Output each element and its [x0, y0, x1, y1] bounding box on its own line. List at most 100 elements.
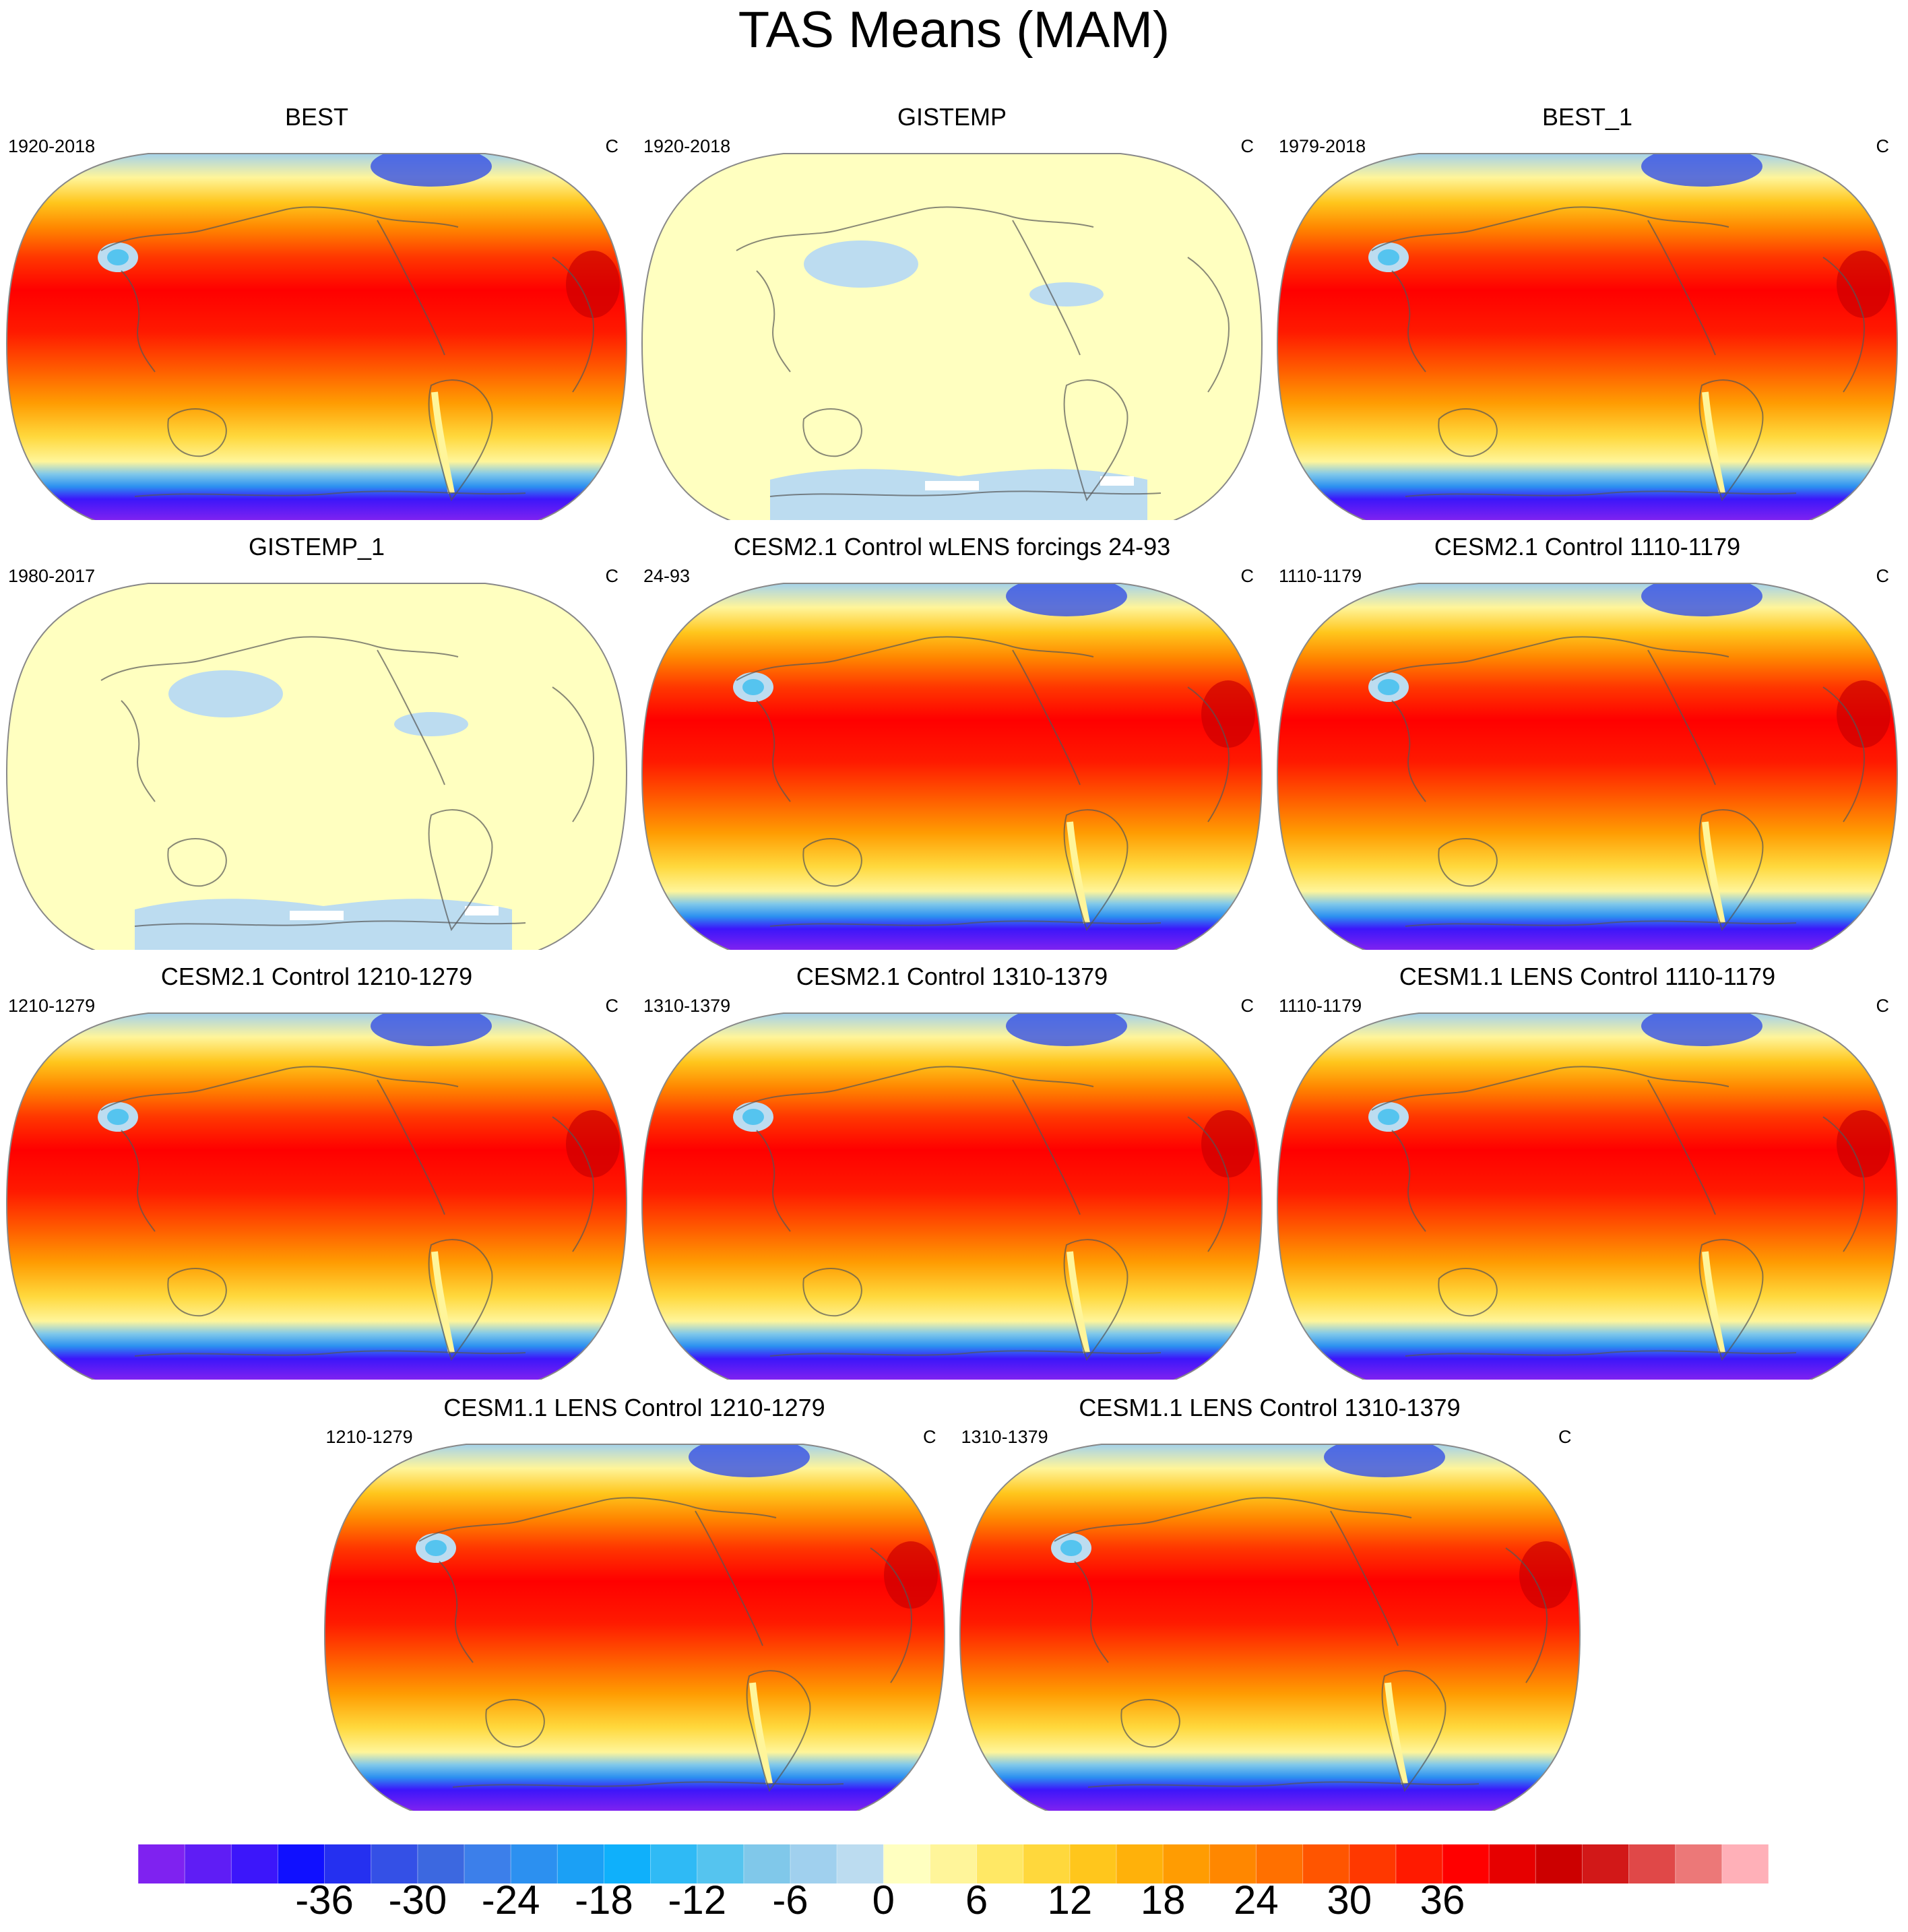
colorbar-tick-label: -6: [772, 1877, 808, 1923]
main-title: TAS Means (MAM): [738, 1, 1170, 59]
map-panel: CESM1.1 LENS Control 1110-1179 1110-1179 C: [1271, 962, 1904, 1380]
map-plot: [5, 583, 628, 950]
panel-units-label: C: [1876, 566, 1890, 586]
map-panel: CESM2.1 Control 1210-1279 1210-1279 C: [0, 962, 633, 1380]
colorbar-swatch: [1582, 1844, 1630, 1883]
colorbar-swatch: [1256, 1844, 1304, 1883]
colorbar-swatch: [1628, 1844, 1676, 1883]
map-panel: CESM1.1 LENS Control 1210-1279 1210-1279 C: [318, 1393, 951, 1811]
colorbar-swatch: [278, 1844, 325, 1883]
colorbar-tick-label: -18: [575, 1877, 633, 1923]
panel-units-label: C: [1876, 136, 1890, 156]
colorbar-swatch: [1069, 1844, 1117, 1883]
colorbar-tick-label: 12: [1047, 1877, 1093, 1923]
colorbar-swatch: [976, 1844, 1024, 1883]
panel-title: CESM1.1 LENS Control 1310-1379: [1079, 1394, 1461, 1421]
colorbar-swatch: [324, 1844, 372, 1883]
map-panel: CESM2.1 Control wLENS forcings 24-93 24-9…: [635, 532, 1269, 950]
colorbar-tick-label: -12: [668, 1877, 727, 1923]
map-plot: [1276, 583, 1899, 950]
colorbar-swatch: [790, 1844, 837, 1883]
colorbar-swatch: [1023, 1844, 1071, 1883]
colorbar-swatch: [650, 1844, 698, 1883]
colorbar-tick-label: 18: [1140, 1877, 1186, 1923]
map-plot: [641, 153, 1263, 520]
panel-title: GISTEMP: [897, 103, 1007, 131]
panel-period-label: 1979-2018: [1279, 136, 1366, 156]
panel-title: CESM2.1 Control 1210-1279: [160, 963, 473, 990]
panel-period-label: 1110-1179: [1279, 566, 1362, 586]
colorbar-swatch: [1302, 1844, 1350, 1883]
map-panel: BEST 1920-2018 C: [0, 102, 633, 520]
panel-units-label: C: [1240, 136, 1254, 156]
colorbar-swatch: [1442, 1844, 1490, 1883]
colorbar-swatch: [511, 1844, 558, 1883]
panel-units-label: C: [605, 566, 619, 586]
map-panel: CESM2.1 Control 1110-1179 1110-1179 C: [1271, 532, 1904, 950]
colorbar-swatch: [604, 1844, 651, 1883]
colorbar-swatch: [231, 1844, 278, 1883]
colorbar-tick-label: 36: [1420, 1877, 1465, 1923]
colorbar-swatch: [837, 1844, 884, 1883]
colorbar-swatch: [1721, 1844, 1769, 1883]
map-panel: CESM2.1 Control 1310-1379 1310-1379 C: [635, 962, 1269, 1380]
panel-title: BEST: [284, 103, 349, 131]
map-panel: GISTEMP 1920-2018 C: [635, 102, 1269, 520]
colorbar-labels: -36 -30 -24 -18 -12 -6 0 6 12 18 24 30 36: [0, 1877, 1908, 1924]
panel-period-label: 24-93: [643, 566, 691, 586]
panel-period-label: 1110-1179: [1279, 996, 1362, 1016]
map-plot: [1276, 1012, 1899, 1380]
colorbar-swatch: [371, 1844, 418, 1883]
colorbar-swatch: [464, 1844, 511, 1883]
colorbar-swatch: [930, 1844, 978, 1883]
colorbar-tick-label: -36: [295, 1877, 354, 1923]
map-plot: [959, 1444, 1581, 1811]
panel-period-label: 1310-1379: [643, 996, 731, 1016]
panel-units-label: C: [1240, 566, 1254, 586]
panel-units-label: C: [605, 136, 619, 156]
colorbar-tick-label: 6: [965, 1877, 988, 1923]
colorbar-swatch: [1395, 1844, 1443, 1883]
panel-title: CESM2.1 Control 1110-1179: [1434, 533, 1741, 560]
panel-title: CESM1.1 LENS Control 1210-1279: [443, 1394, 825, 1421]
map-plot: [1276, 153, 1899, 520]
map-plot: [5, 1012, 628, 1380]
panel-units-label: C: [605, 996, 619, 1016]
panel-title: CESM1.1 LENS Control 1110-1179: [1399, 963, 1776, 990]
panel-title: BEST_1: [1541, 103, 1633, 131]
panel-units-label: C: [923, 1427, 936, 1447]
colorbar-swatch: [1349, 1844, 1397, 1883]
panel-title: CESM2.1 Control wLENS forcings 24-93: [733, 533, 1171, 560]
map-panel: GISTEMP_1 1980-2017 C: [0, 532, 633, 950]
colorbar-swatch: [557, 1844, 604, 1883]
panel-period-label: 1920-2018: [643, 136, 731, 156]
map-plot: [641, 583, 1263, 950]
panel-units-label: C: [1876, 996, 1890, 1016]
colorbar-tick-label: 0: [872, 1877, 895, 1923]
panel-period-label: 1920-2018: [8, 136, 96, 156]
panel-title: CESM2.1 Control 1310-1379: [796, 963, 1108, 990]
colorbar-swatch: [1489, 1844, 1536, 1883]
map-plot: [5, 153, 628, 520]
map-plot: [323, 1444, 945, 1811]
colorbar-swatch: [417, 1844, 465, 1883]
map-panel: BEST_1 1979-2018 C: [1271, 102, 1904, 520]
colorbar-swatch: [1116, 1844, 1164, 1883]
panel-title: GISTEMP_1: [248, 533, 385, 560]
colorbar-swatch: [883, 1844, 930, 1883]
panel-period-label: 1210-1279: [325, 1427, 413, 1447]
colorbar-tick-label: 30: [1327, 1877, 1372, 1923]
colorbar-tick-label: -30: [388, 1877, 447, 1923]
colorbar-swatch: [1675, 1844, 1723, 1883]
colorbar-tick-label: 24: [1234, 1877, 1279, 1923]
map-panel: CESM1.1 LENS Control 1310-1379 1310-1379 C: [953, 1393, 1587, 1811]
panel-period-label: 1210-1279: [8, 996, 96, 1016]
panel-units-label: C: [1558, 1427, 1572, 1447]
panel-period-label: 1310-1379: [961, 1427, 1048, 1447]
colorbar: [138, 1844, 1769, 1883]
panel-units-label: C: [1240, 996, 1254, 1016]
colorbar-swatch: [185, 1844, 232, 1883]
colorbar-swatch: [138, 1844, 185, 1883]
colorbar-swatch: [1163, 1844, 1210, 1883]
panel-period-label: 1980-2017: [8, 566, 96, 586]
